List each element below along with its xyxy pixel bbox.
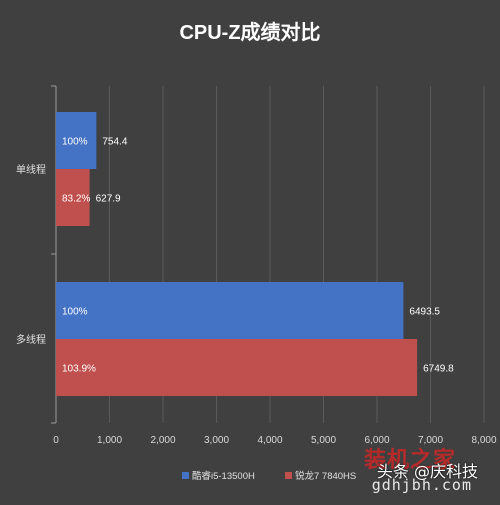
value-label: 6493.5 <box>409 307 440 318</box>
legend-swatch <box>182 472 189 479</box>
x-tick-label: 3,000 <box>204 435 229 446</box>
value-label: 627.9 <box>96 194 121 205</box>
watermark-url: gdhjbh.com <box>371 476 472 494</box>
category-label: 单线程 <box>16 163 46 176</box>
bars-layer <box>56 112 418 396</box>
bar-amd-1 <box>56 339 418 396</box>
category-label: 多线程 <box>16 333 46 346</box>
watermark-toutiao: 头条 @庆科技 <box>376 462 478 481</box>
bar-intel-1 <box>56 282 404 339</box>
percent-label: 83.2% <box>62 194 90 205</box>
legend-label: 酷睿i5-13500H <box>192 470 255 482</box>
percent-label: 103.9% <box>62 364 96 375</box>
x-tick-label: 8,000 <box>471 435 496 446</box>
bar-amd-0 <box>56 169 90 226</box>
bar-intel-0 <box>56 112 97 169</box>
legend-label: 锐龙7 7840HS <box>295 470 356 482</box>
percent-label: 100% <box>62 307 88 318</box>
legend: 酷睿i5-13500H 锐龙7 7840HS <box>182 470 356 482</box>
x-tick-label: 1,000 <box>97 435 122 446</box>
x-tick-label: 7,000 <box>418 435 443 446</box>
value-label: 6749.8 <box>423 364 454 375</box>
x-tick-label: 0 <box>53 435 59 446</box>
x-tick-label: 4,000 <box>257 435 282 446</box>
percent-label: 100% <box>62 137 88 148</box>
legend-swatch <box>285 472 292 479</box>
x-tick-label: 6,000 <box>364 435 389 446</box>
grid-layer <box>109 86 485 423</box>
watermark-logo: 装机之家 <box>363 447 456 473</box>
labels-layer: 100% 754.4 83.2% 627.9 100% 6493.5 103.9% 6749.… <box>62 137 454 375</box>
x-tick-label: 2,000 <box>150 435 175 446</box>
x-tick-label: 5,000 <box>311 435 336 446</box>
value-label: 754.4 <box>102 137 127 148</box>
chart-title: CPU-Z成绩对比 <box>179 20 320 44</box>
